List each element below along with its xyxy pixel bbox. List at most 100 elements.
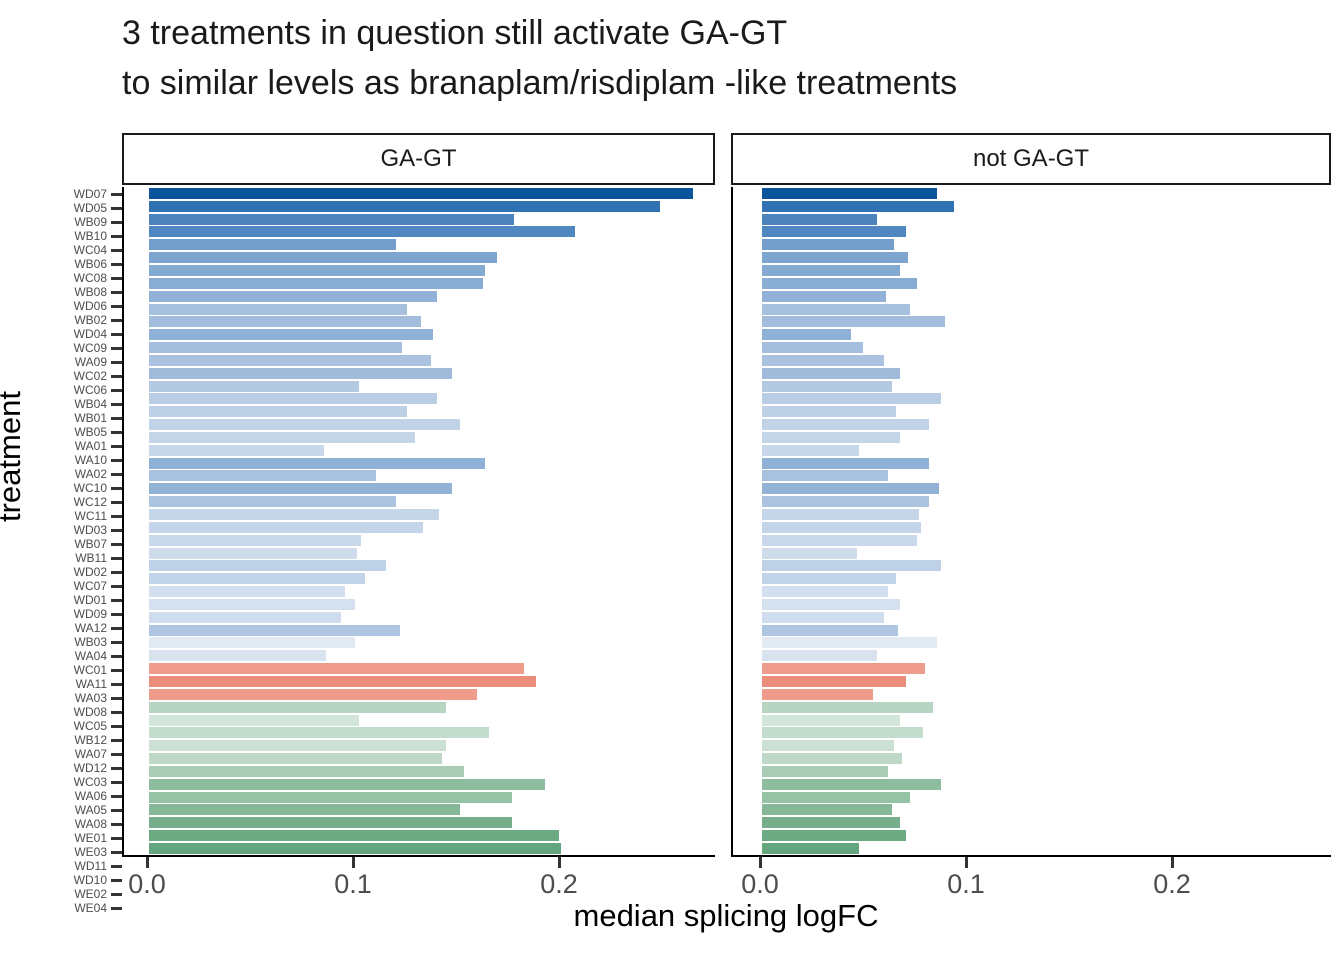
bar-WC08 <box>149 264 485 276</box>
y-tick-mark <box>111 696 122 700</box>
bar-row-WE01 <box>733 778 1331 791</box>
bar-row-WD09 <box>124 572 715 585</box>
y-tick-mark <box>111 556 122 560</box>
y-label-WA11: WA11 <box>75 677 107 691</box>
y-tick-mark <box>111 542 122 546</box>
y-tick-mark <box>111 626 122 630</box>
y-tick-mark <box>111 290 122 294</box>
bar-row-WB01 <box>124 393 715 406</box>
y-label-WB05: WB05 <box>74 425 107 439</box>
y-label-WD02: WD02 <box>73 565 107 579</box>
y-label-WB12: WB12 <box>74 733 107 747</box>
bar-row-WC05 <box>733 675 1331 688</box>
bar-WA06 <box>762 740 894 752</box>
y-label-WB09: WB09 <box>74 215 107 229</box>
y-label-row-WB02: WB02 <box>0 313 122 327</box>
bar-row-WB09 <box>733 213 1331 226</box>
y-label-WA03: WA03 <box>74 691 107 705</box>
y-label-row-WC09: WC09 <box>0 341 122 355</box>
y-label-WC05: WC05 <box>73 719 107 733</box>
bar-WA10 <box>762 431 901 443</box>
bar-WB10 <box>762 226 907 238</box>
bar-row-WB06 <box>124 251 715 264</box>
y-label-row-WC05: WC05 <box>0 719 122 733</box>
bar-row-WD01 <box>124 559 715 572</box>
y-label-row-WB01: WB01 <box>0 411 122 425</box>
bar-row-WC07 <box>733 547 1331 560</box>
bar-WC10 <box>762 457 929 469</box>
y-label-row-WA06: WA06 <box>0 789 122 803</box>
bar-WA11 <box>149 637 355 649</box>
bar-row-WB05 <box>733 405 1331 418</box>
y-label-row-WB07: WB07 <box>0 537 122 551</box>
y-tick-mark <box>111 332 122 336</box>
y-tick-mark <box>111 584 122 588</box>
bar-WD09 <box>762 573 896 585</box>
bar-WA08 <box>149 765 465 777</box>
y-tick-mark <box>111 472 122 476</box>
bar-WB05 <box>762 406 896 418</box>
y-label-WB04: WB04 <box>74 397 107 411</box>
bar-row-WA09 <box>733 341 1331 354</box>
bar-WB01 <box>149 393 438 405</box>
bar-WC08 <box>762 264 901 276</box>
chart-title: 3 treatments in question still activate … <box>122 8 957 108</box>
bar-WA05 <box>149 753 442 765</box>
y-label-WB07: WB07 <box>74 537 107 551</box>
y-label-WE03: WE03 <box>74 845 107 859</box>
bar-WE03 <box>149 791 512 803</box>
bar-WC03 <box>149 727 489 739</box>
bar-WE01 <box>149 778 545 790</box>
bar-WB07 <box>762 509 919 521</box>
bar-row-WA02 <box>124 444 715 457</box>
bar-row-WD07 <box>124 187 715 200</box>
bar-WD08 <box>762 663 925 675</box>
y-label-row-WB09: WB09 <box>0 215 122 229</box>
y-label-WB06: WB06 <box>74 257 107 271</box>
y-label-WB01: WB01 <box>74 411 107 425</box>
x-tick-label: 0.1 <box>334 869 372 899</box>
y-label-WB08: WB08 <box>74 285 107 299</box>
x-tick-mark <box>965 857 968 868</box>
bar-WA03 <box>762 650 878 662</box>
bar-WD01 <box>149 560 386 572</box>
bar-WC01 <box>762 624 898 636</box>
bar-WD04 <box>762 316 946 328</box>
x-tick-label: 0.2 <box>540 869 578 899</box>
y-label-row-WD05: WD05 <box>0 201 122 215</box>
y-label-WE01: WE01 <box>74 831 107 845</box>
y-tick-mark <box>111 864 122 868</box>
x-axis-not-ga-gt: 0.0 0.1 0.2 <box>731 857 1331 903</box>
y-tick-mark <box>111 206 122 210</box>
bar-WE04 <box>149 842 561 854</box>
bar-WC06 <box>149 367 452 379</box>
facet-strip-ga-gt: GA-GT <box>122 133 715 185</box>
facet-strip-not-ga-gt: not GA-GT <box>731 133 1331 185</box>
bar-row-WA02 <box>733 444 1331 457</box>
bar-row-WB04 <box>124 380 715 393</box>
y-label-WC11: WC11 <box>74 509 107 523</box>
bar-row-WC04 <box>733 238 1331 251</box>
bar-row-WA05 <box>733 752 1331 765</box>
y-label-row-WD02: WD02 <box>0 565 122 579</box>
bar-WD12 <box>762 714 901 726</box>
y-label-row-WD11: WD11 <box>0 859 122 873</box>
bar-row-WD09 <box>733 572 1331 585</box>
bar-row-WD05 <box>124 200 715 213</box>
bar-row-WC01 <box>733 624 1331 637</box>
y-tick-mark <box>111 710 122 714</box>
bar-WB02 <box>149 303 407 315</box>
bar-WB03 <box>149 598 355 610</box>
bar-row-WE04 <box>733 842 1331 855</box>
y-tick-mark <box>111 304 122 308</box>
bar-row-WC02 <box>733 354 1331 367</box>
y-tick-mark <box>111 346 122 350</box>
y-label-WA08: WA08 <box>74 817 107 831</box>
bar-row-WA08 <box>124 765 715 778</box>
y-label-row-WB06: WB06 <box>0 257 122 271</box>
y-label-WA05: WA05 <box>74 803 107 817</box>
bar-row-WC06 <box>124 367 715 380</box>
y-label-row-WC08: WC08 <box>0 271 122 285</box>
bar-row-WB07 <box>733 508 1331 521</box>
y-label-WD11: WD11 <box>74 859 107 873</box>
